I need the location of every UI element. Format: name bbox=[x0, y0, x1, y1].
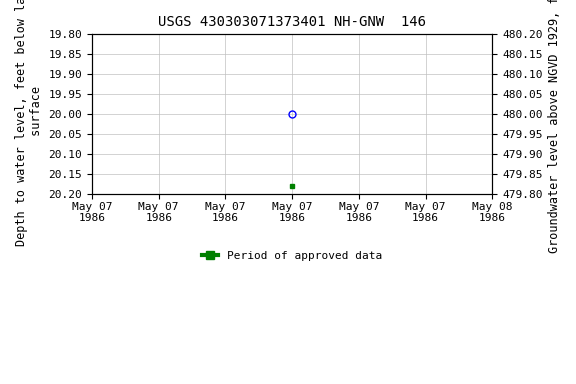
Title: USGS 430303071373401 NH-GNW  146: USGS 430303071373401 NH-GNW 146 bbox=[158, 15, 426, 29]
Y-axis label: Groundwater level above NGVD 1929, feet: Groundwater level above NGVD 1929, feet bbox=[548, 0, 561, 253]
Legend: Period of approved data: Period of approved data bbox=[197, 247, 387, 265]
Y-axis label: Depth to water level, feet below land
 surface: Depth to water level, feet below land su… bbox=[15, 0, 43, 246]
